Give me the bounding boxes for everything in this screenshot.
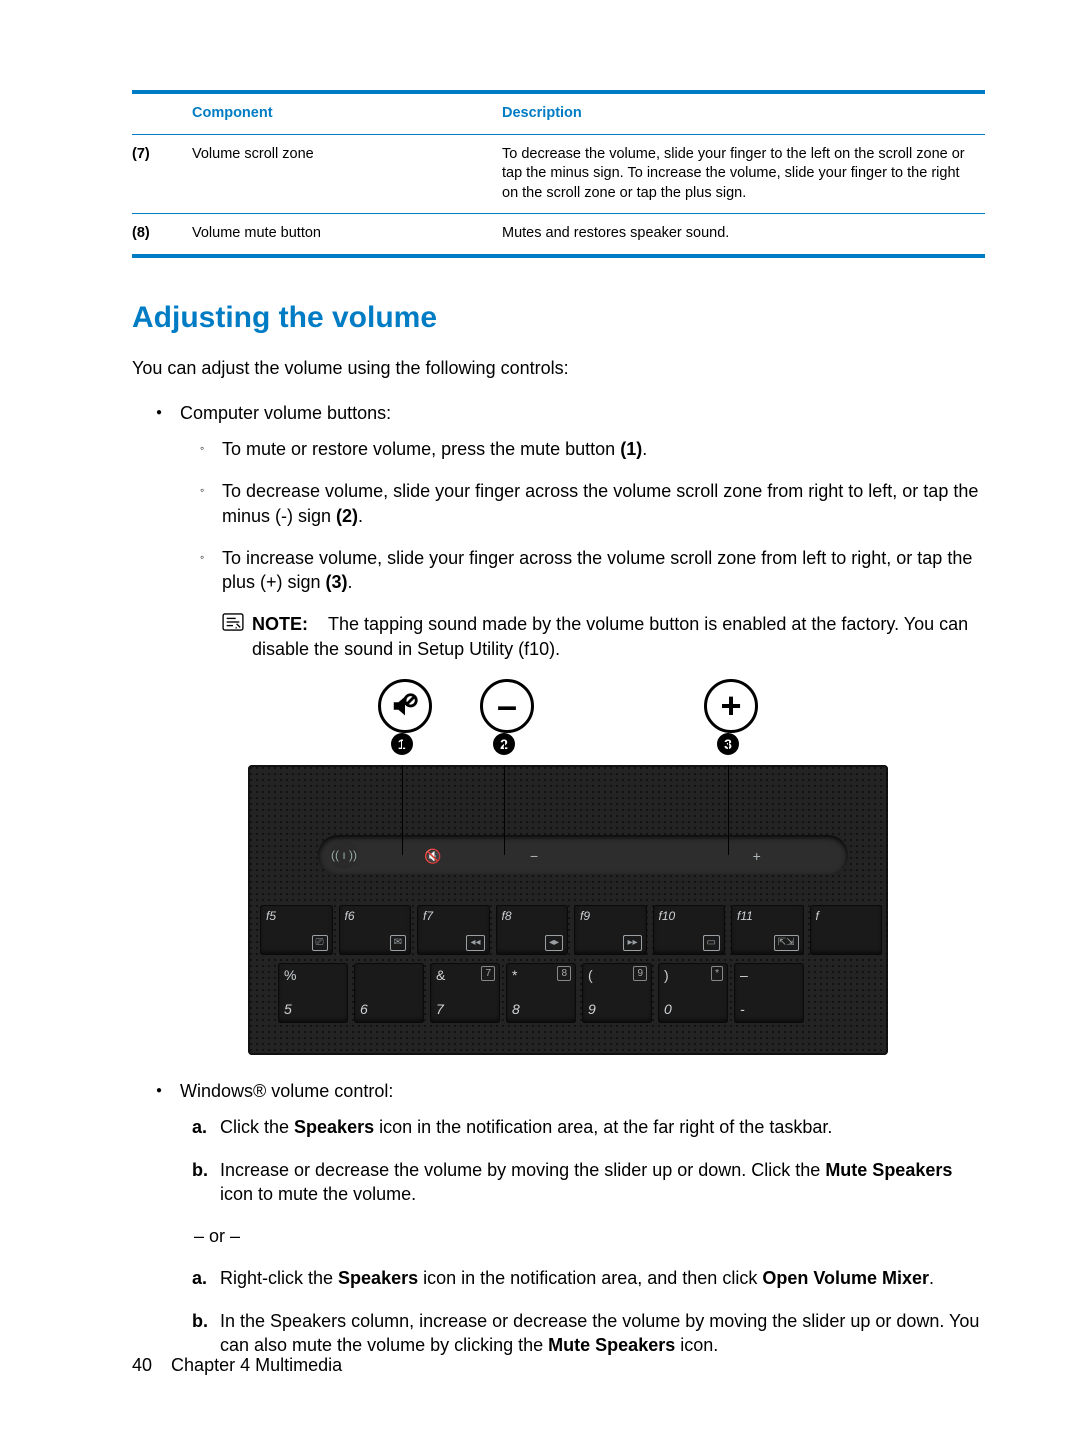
- list-item: Click the Speakers icon in the notificat…: [220, 1115, 985, 1139]
- row-description: Mutes and restores speaker sound.: [502, 214, 985, 254]
- section-heading: Adjusting the volume: [132, 298, 985, 339]
- table-row: (7)Volume scroll zoneTo decrease the vol…: [132, 134, 985, 214]
- leader-line: [402, 765, 403, 855]
- page-footer: 40 Chapter 4 Multimedia: [132, 1353, 342, 1377]
- minus-callout-icon: –: [480, 679, 534, 733]
- plus-callout-icon: +: [704, 679, 758, 733]
- note-body: The tapping sound made by the volume but…: [252, 614, 968, 658]
- note-label: NOTE:: [252, 614, 308, 634]
- note-icon: [222, 613, 244, 631]
- th-description: Description: [502, 92, 985, 134]
- leader-line: [504, 765, 505, 855]
- windows-steps-a: Click the Speakers icon in the notificat…: [180, 1115, 985, 1206]
- table-bottom-rule: [132, 254, 985, 258]
- bullet-computer-volume: Computer volume buttons: To mute or rest…: [180, 401, 985, 1055]
- bullet-computer-volume-label: Computer volume buttons:: [180, 403, 391, 423]
- bullet-windows-volume-label: Windows® volume control:: [180, 1081, 393, 1101]
- list-item: To mute or restore volume, press the mut…: [222, 437, 985, 461]
- or-separator: – or –: [194, 1224, 985, 1248]
- bullet-windows-volume: Windows® volume control: Click the Speak…: [180, 1079, 985, 1357]
- page-number: 40: [132, 1355, 152, 1375]
- row-description: To decrease the volume, slide your finge…: [502, 134, 985, 214]
- row-component: Volume mute button: [192, 214, 502, 254]
- th-component: Component: [192, 92, 502, 134]
- keyboard-illustration: (( ı )) 🔇−+ f5⎚f6✉f7◂◂f8◂▸f9▸▸f10▭f11⇱⇲f…: [248, 765, 888, 1055]
- list-item: To increase volume, slide your finger ac…: [222, 546, 985, 595]
- list-item: Increase or decrease the volume by movin…: [220, 1158, 985, 1207]
- list-item: Right-click the Speakers icon in the not…: [220, 1266, 985, 1290]
- controls-list: Computer volume buttons: To mute or rest…: [132, 401, 985, 1358]
- note-block: NOTE: The tapping sound made by the volu…: [222, 612, 985, 661]
- row-num: (7): [132, 134, 192, 214]
- document-page: Component Description (7)Volume scroll z…: [0, 0, 1080, 1437]
- row-num: (8): [132, 214, 192, 254]
- th-blank: [132, 92, 192, 134]
- computer-volume-sublist: To mute or restore volume, press the mut…: [180, 437, 985, 594]
- chapter-label: Chapter 4 Multimedia: [171, 1355, 342, 1375]
- volume-diagram: 1–2+3 (( ı )) 🔇−+ f5⎚f6✉f7◂◂f8◂▸f9▸▸f10▭…: [248, 679, 985, 1055]
- mute-callout-icon: [378, 679, 432, 733]
- windows-steps-b: Right-click the Speakers icon in the not…: [180, 1266, 985, 1357]
- intro-text: You can adjust the volume using the foll…: [132, 356, 985, 380]
- note-text: [313, 614, 328, 634]
- list-item: To decrease volume, slide your finger ac…: [222, 479, 985, 528]
- list-item: In the Speakers column, increase or decr…: [220, 1309, 985, 1358]
- component-table: Component Description (7)Volume scroll z…: [132, 90, 985, 254]
- row-component: Volume scroll zone: [192, 134, 502, 214]
- table-row: (8)Volume mute buttonMutes and restores …: [132, 214, 985, 254]
- leader-line: [728, 765, 729, 855]
